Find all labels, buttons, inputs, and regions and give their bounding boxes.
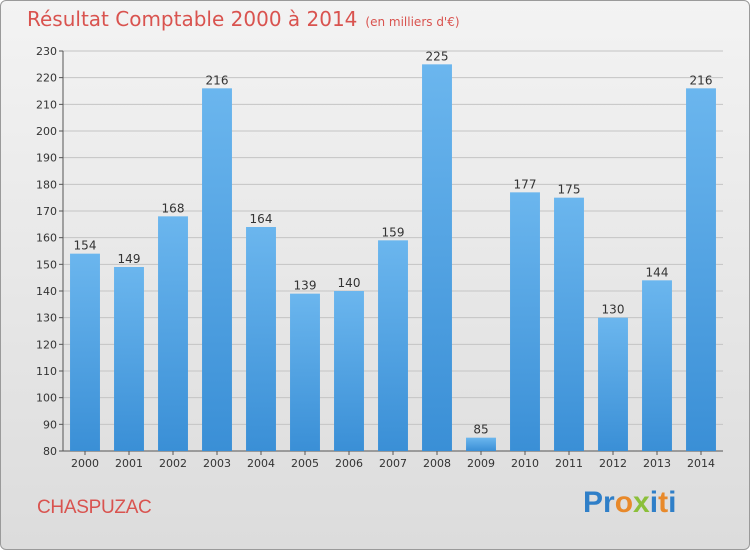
x-tick-label-2011: 2011 [555,457,583,470]
x-tick-label-2000: 2000 [71,457,99,470]
value-label-2013: 144 [646,265,669,279]
y-tick-label: 180 [36,178,57,191]
value-label-2003: 216 [206,73,229,87]
bar-2012 [598,317,628,451]
x-tick-label-2008: 2008 [423,457,451,470]
bar-2001 [114,267,144,451]
x-tick-label-2012: 2012 [599,457,627,470]
value-label-2006: 140 [338,276,361,290]
x-tick-label-2001: 2001 [115,457,143,470]
brand-letter: r [603,486,615,519]
x-tick-label-2002: 2002 [159,457,187,470]
y-tick-label: 110 [36,365,57,378]
y-tick-label: 90 [43,418,57,431]
brand-logo[interactable]: Proxiti [583,486,676,520]
y-tick-label: 130 [36,312,57,325]
value-label-2009: 85 [473,423,488,437]
bar-2008 [422,64,452,452]
bar-2000 [70,253,100,451]
bar-2005 [290,293,320,451]
x-tick-label-2009: 2009 [467,457,495,470]
town-name: CHASPUZAC [37,497,152,518]
y-tick-label: 160 [36,232,57,245]
value-label-2014: 216 [690,73,713,87]
x-tick-label-2006: 2006 [335,457,363,470]
x-tick-label-2003: 2003 [203,457,231,470]
value-label-2000: 154 [74,239,97,253]
x-tick-label-2005: 2005 [291,457,319,470]
title-unit: (en milliers d'€) [365,15,460,29]
bar-2014 [686,88,716,451]
y-tick-label: 120 [36,338,57,351]
y-tick-label: 230 [36,45,57,58]
y-tick-label: 220 [36,72,57,85]
bar-2007 [378,240,408,451]
bar-2003 [202,88,232,451]
y-tick-label: 210 [36,98,57,111]
x-tick-label-2007: 2007 [379,457,407,470]
x-tick-label-2004: 2004 [247,457,275,470]
bar-2002 [158,216,188,451]
value-label-2011: 175 [558,183,581,197]
bar-2006 [334,291,364,451]
brand-letter: i [668,486,677,519]
brand-letter: i [649,486,659,519]
x-tick-label-2014: 2014 [687,457,715,470]
brand-letter: P [583,486,604,519]
value-label-2004: 164 [250,212,273,226]
value-label-2001: 149 [118,252,141,266]
bar-2010 [510,192,540,452]
value-label-2012: 130 [602,303,625,317]
brand-letter: t [658,486,669,519]
bar-2004 [246,227,276,451]
title-text: Résultat Comptable 2000 à 2014 [27,7,358,31]
value-label-2008: 225 [426,49,449,63]
value-label-2005: 139 [294,279,317,293]
y-tick-label: 190 [36,152,57,165]
y-tick-label: 80 [43,445,57,458]
y-tick-label: 170 [36,205,57,218]
value-label-2007: 159 [382,225,405,239]
y-tick-label: 140 [36,285,57,298]
x-tick-label-2013: 2013 [643,457,671,470]
chart-title: Résultat Comptable 2000 à 2014 (en millie… [27,7,460,31]
x-tick-label-2010: 2010 [511,457,539,470]
bar-2009 [466,437,496,451]
y-tick-label: 100 [36,392,57,405]
value-label-2002: 168 [162,201,185,215]
bar-2011 [554,197,584,451]
brand-letter: o [614,486,634,519]
y-tick-label: 150 [36,258,57,271]
brand-letter: x [633,486,650,519]
bar-2013 [642,280,672,451]
y-tick-label: 200 [36,125,57,138]
value-label-2010: 177 [514,177,537,191]
